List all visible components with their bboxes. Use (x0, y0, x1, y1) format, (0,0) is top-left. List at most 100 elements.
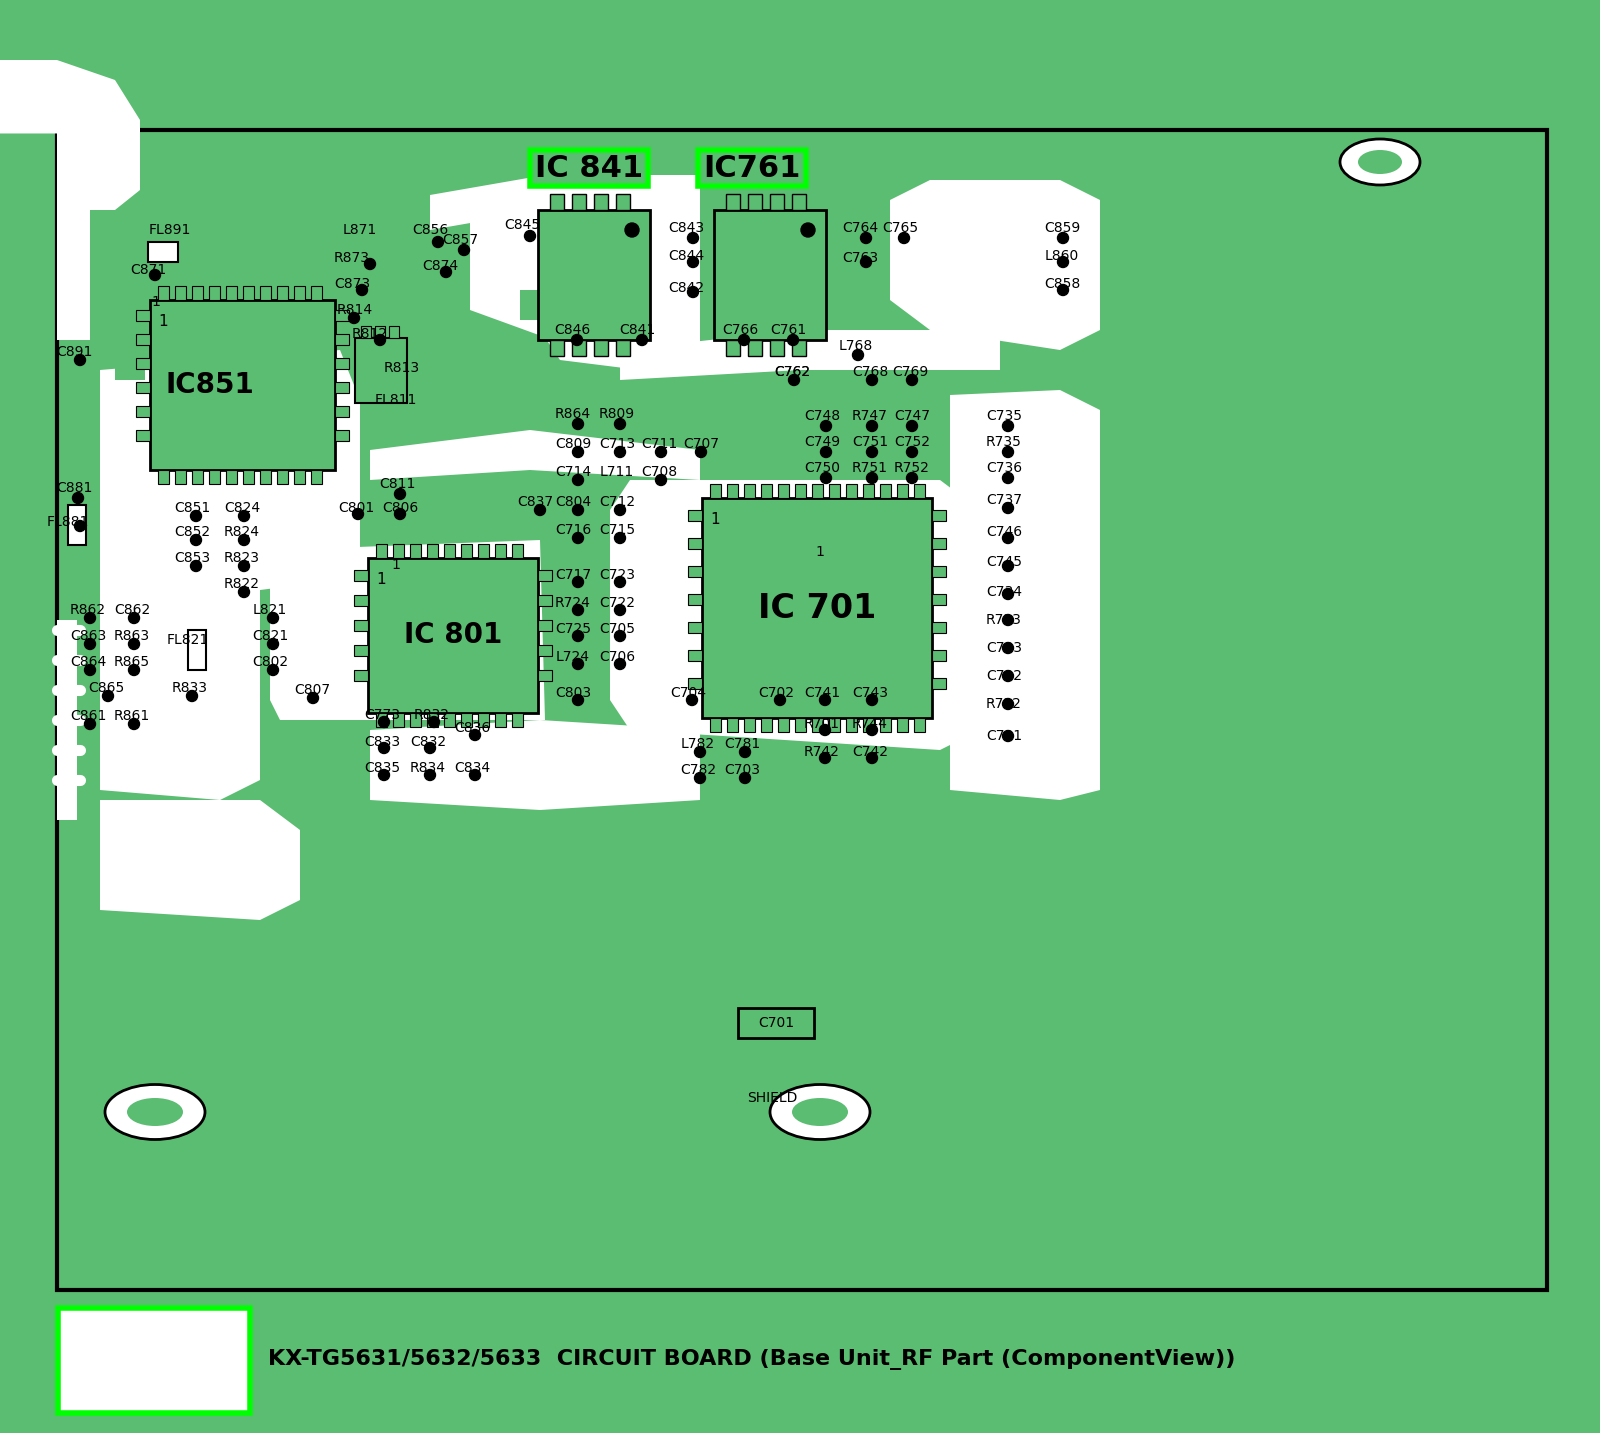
Bar (226, 470, 237, 484)
Bar (136, 406, 150, 417)
Bar (394, 545, 403, 557)
Polygon shape (0, 60, 141, 340)
Text: C856: C856 (411, 224, 448, 236)
Text: C851: C851 (174, 502, 210, 514)
Text: R744: R744 (853, 716, 888, 731)
Bar (174, 287, 186, 299)
Text: FL811: FL811 (374, 393, 418, 407)
Text: R735: R735 (986, 436, 1022, 449)
Bar (259, 470, 270, 484)
Text: C748: C748 (803, 408, 840, 423)
Circle shape (238, 560, 250, 572)
Text: C862: C862 (114, 603, 150, 618)
Bar (158, 287, 170, 299)
Circle shape (819, 752, 830, 764)
Circle shape (819, 695, 830, 705)
Text: 1: 1 (158, 314, 168, 330)
Text: C752: C752 (894, 436, 930, 449)
Polygon shape (115, 350, 146, 380)
Text: C743: C743 (851, 686, 888, 699)
Circle shape (128, 718, 139, 729)
Circle shape (899, 232, 909, 244)
Circle shape (696, 447, 707, 457)
Text: C769: C769 (891, 365, 928, 378)
Text: C722: C722 (598, 596, 635, 610)
Bar (744, 484, 755, 499)
Circle shape (573, 695, 584, 705)
Bar (58, 1308, 250, 1413)
Bar (277, 287, 288, 299)
Text: C735: C735 (986, 408, 1022, 423)
Text: IC851: IC851 (166, 371, 254, 398)
Circle shape (821, 420, 832, 431)
Text: R873: R873 (334, 251, 370, 265)
Bar (354, 620, 368, 631)
Circle shape (190, 535, 202, 546)
Circle shape (694, 772, 706, 784)
Bar (354, 570, 368, 580)
Circle shape (1003, 447, 1013, 457)
Bar (846, 718, 858, 732)
Bar (538, 620, 552, 631)
Bar (688, 651, 702, 661)
Bar (931, 510, 946, 522)
Circle shape (787, 334, 798, 345)
Text: R833: R833 (173, 681, 208, 695)
Bar (880, 484, 891, 499)
Text: C741: C741 (803, 686, 840, 699)
Bar (931, 595, 946, 605)
Bar (478, 714, 490, 727)
Circle shape (819, 725, 830, 735)
Circle shape (688, 287, 699, 298)
Circle shape (1003, 560, 1013, 572)
Bar (259, 287, 270, 299)
Bar (136, 430, 150, 441)
Bar (334, 310, 349, 321)
Text: R813: R813 (384, 361, 421, 375)
Text: C824: C824 (224, 502, 261, 514)
Text: C708: C708 (642, 464, 677, 479)
Bar (310, 470, 322, 484)
Circle shape (694, 747, 706, 758)
Bar (931, 678, 946, 689)
Bar (512, 545, 523, 557)
Polygon shape (370, 430, 701, 480)
Bar (862, 484, 874, 499)
Circle shape (190, 510, 202, 522)
Bar (726, 484, 738, 499)
Circle shape (739, 747, 750, 758)
Circle shape (128, 639, 139, 649)
Circle shape (85, 718, 96, 729)
Bar (616, 340, 630, 355)
Text: IC761: IC761 (704, 153, 800, 182)
Circle shape (614, 659, 626, 669)
Bar (376, 545, 387, 557)
Polygon shape (270, 540, 546, 719)
Text: C725: C725 (555, 622, 590, 636)
Bar (58, 130, 1547, 1290)
Text: C832: C832 (410, 735, 446, 749)
Circle shape (1003, 615, 1013, 625)
Bar (362, 325, 371, 338)
Circle shape (821, 447, 832, 457)
Bar (192, 470, 203, 484)
Circle shape (573, 418, 584, 430)
Text: C731: C731 (986, 729, 1022, 742)
Circle shape (1003, 533, 1013, 543)
Bar (410, 545, 421, 557)
Text: C764: C764 (842, 221, 878, 235)
Bar (334, 358, 349, 370)
Circle shape (72, 493, 83, 503)
Text: R733: R733 (986, 613, 1022, 628)
Bar (243, 287, 254, 299)
Circle shape (1003, 503, 1013, 513)
Bar (726, 193, 739, 211)
Text: C714: C714 (555, 464, 590, 479)
Bar (880, 718, 891, 732)
Bar (862, 718, 874, 732)
Text: C732: C732 (986, 669, 1022, 684)
Circle shape (626, 224, 638, 236)
Text: R832: R832 (414, 708, 450, 722)
Bar (410, 714, 421, 727)
Circle shape (867, 374, 877, 385)
